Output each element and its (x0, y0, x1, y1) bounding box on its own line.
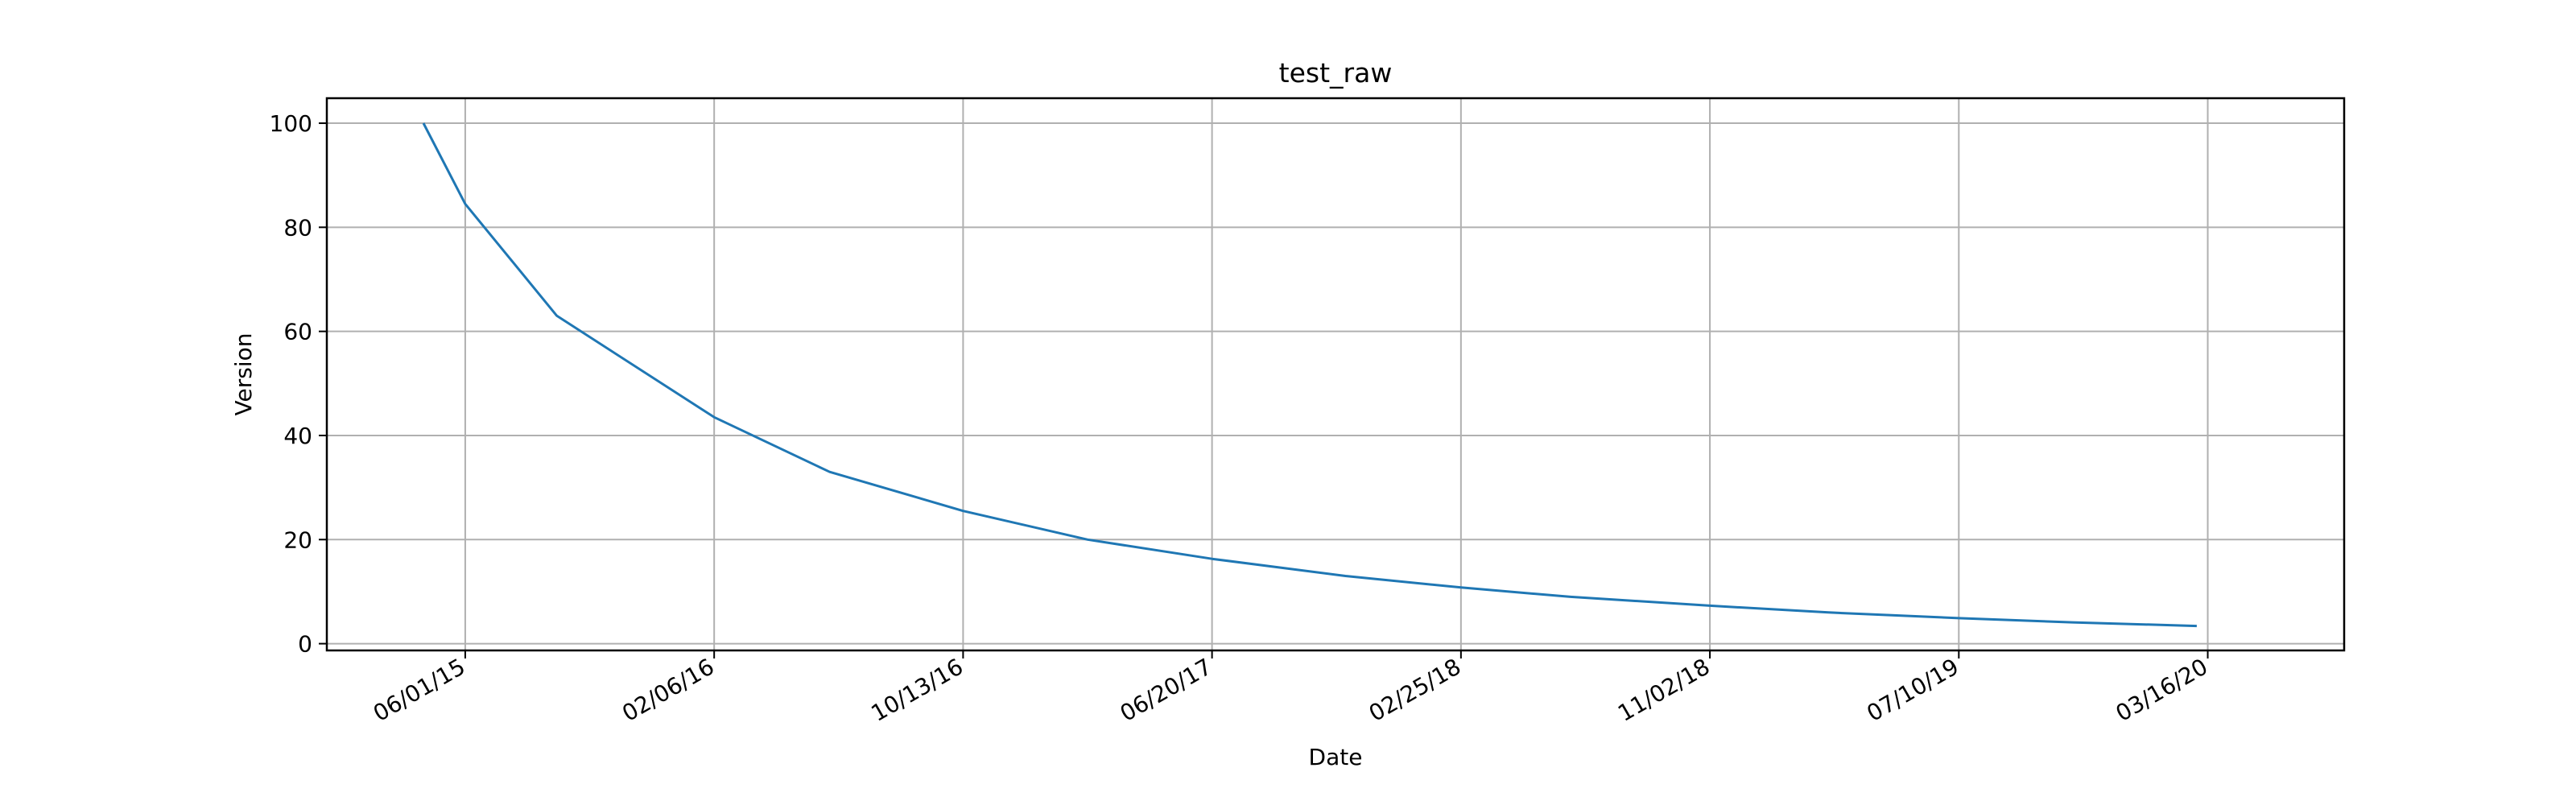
x-tick-label: 10/13/16 (866, 653, 967, 726)
x-tick-label: 06/20/17 (1116, 653, 1216, 726)
x-tick-label: 11/02/18 (1613, 653, 1714, 726)
y-tick-label: 80 (283, 214, 312, 241)
y-tick-label: 100 (270, 110, 312, 137)
x-tick-label: 02/06/16 (617, 653, 718, 726)
y-tick-label: 0 (298, 631, 312, 658)
chart-title: test_raw (1279, 57, 1393, 89)
plot-area-frame (325, 97, 2346, 652)
y-tick-label: 60 (283, 319, 312, 345)
y-tick-label: 40 (283, 423, 312, 449)
series-line (422, 122, 2197, 628)
y-axis-label: Version (230, 333, 257, 416)
y-tick-label: 20 (283, 526, 312, 553)
x-axis-label: Date (1309, 744, 1363, 770)
x-tick-label: 02/25/18 (1364, 653, 1465, 726)
x-tick-label: 07/10/19 (1862, 653, 1963, 726)
x-tick-label: 06/01/15 (369, 653, 469, 726)
x-tick-label: 03/16/20 (2112, 653, 2212, 726)
